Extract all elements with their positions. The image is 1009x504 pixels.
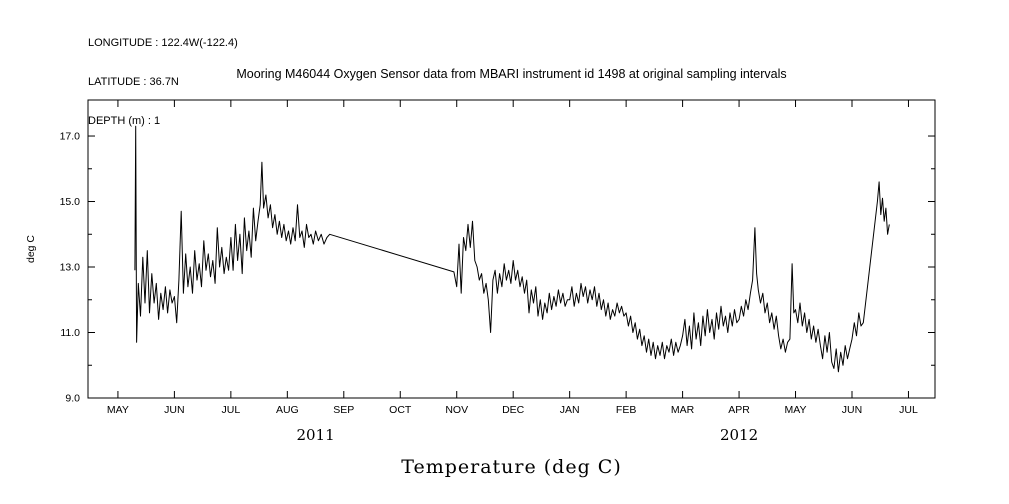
x-tick-label: DEC: [502, 404, 525, 416]
year-label: 2011: [296, 426, 334, 444]
x-tick-label: APR: [728, 404, 750, 416]
y-axis-label: deg C: [25, 235, 37, 263]
x-tick-label: JUN: [164, 404, 184, 416]
x-tick-label: JUL: [899, 404, 918, 416]
latitude-label: LATITUDE : 36.7N: [88, 76, 179, 88]
y-tick-label: 13.0: [60, 262, 81, 274]
x-tick-label: MAY: [107, 404, 129, 416]
x-tick-label: JUL: [222, 404, 241, 416]
y-tick-label: 15.0: [60, 196, 81, 208]
y-tick-label: 11.0: [60, 327, 80, 339]
x-tick-label: MAY: [785, 404, 807, 416]
x-tick-label: MAR: [671, 404, 695, 416]
x-tick-label: JAN: [560, 404, 580, 416]
depth-label: DEPTH (m) : 1: [88, 115, 161, 127]
plot-border: [87, 99, 936, 399]
x-tick-label: OCT: [389, 404, 412, 416]
y-tick-label: 9.0: [65, 393, 80, 405]
x-tick-label: NOV: [445, 404, 468, 416]
x-axis-title: Temperature (deg C): [401, 456, 622, 478]
x-tick-label: JUN: [842, 404, 862, 416]
location-metadata: LONGITUDE : 122.4W(-122.4) LATITUDE : 36…: [88, 11, 238, 141]
plot-title: Mooring M46044 Oxygen Sensor data from M…: [236, 67, 787, 81]
temperature-series: [134, 125, 890, 373]
x-tick-label: AUG: [276, 404, 299, 416]
year-label: 2012: [720, 426, 758, 444]
x-tick-label: FEB: [616, 404, 636, 416]
x-tick-label: SEP: [333, 404, 354, 416]
longitude-label: LONGITUDE : 122.4W(-122.4): [88, 37, 238, 49]
y-tick-label: 17.0: [60, 131, 81, 143]
